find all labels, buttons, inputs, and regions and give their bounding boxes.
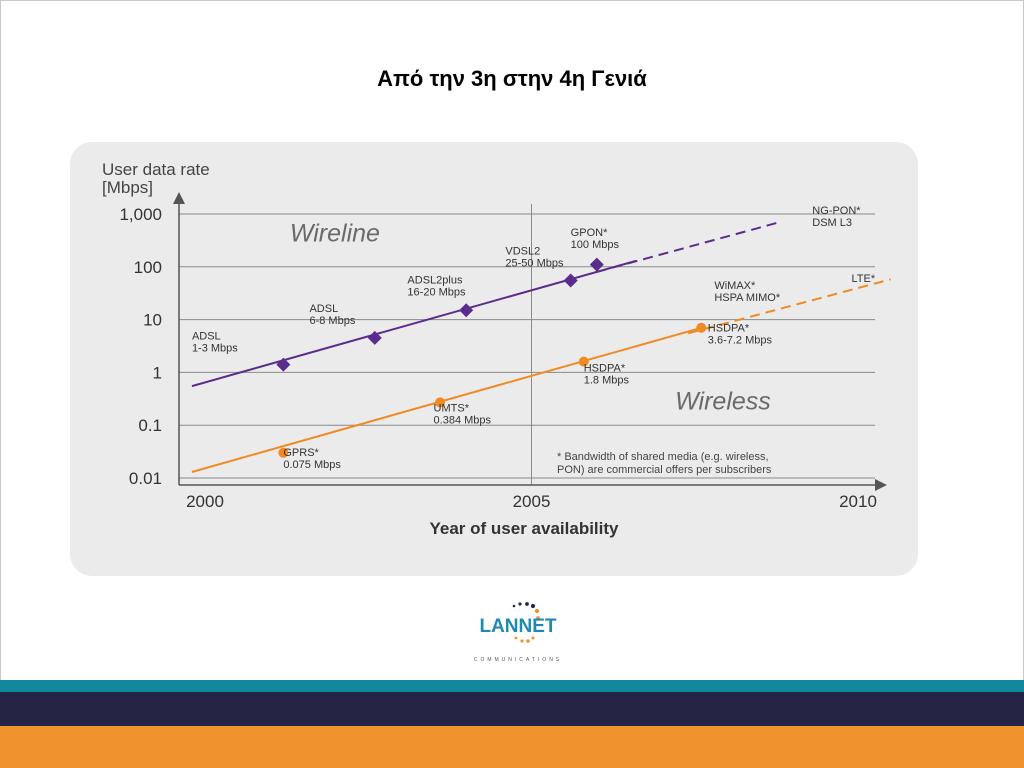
data-point-diamond [276, 357, 291, 372]
chart-panel: User data rate [Mbps] Year of user avail… [70, 142, 918, 576]
point-label-rate: 1-3 Mbps [192, 342, 238, 354]
point-label-rate: 3.6-7.2 Mbps [708, 334, 773, 346]
point-label-rate: 16-20 Mbps [407, 287, 466, 299]
point-label-rate: 0.075 Mbps [283, 459, 341, 471]
data-point-circle [696, 322, 707, 333]
data-point-diamond [459, 303, 474, 318]
y-tick-label: 1 [153, 363, 162, 382]
series-line-dashed [687, 278, 891, 335]
footer-band-orange [0, 726, 1024, 768]
point-label-name: VDSL2 [505, 246, 540, 258]
point-label-name: UMTS* [434, 403, 470, 415]
x-tick-label: 2000 [186, 492, 224, 511]
series-line-solid [191, 259, 637, 388]
y-tick-label: 10 [143, 311, 162, 330]
y-tick-label: 1,000 [119, 205, 162, 224]
y-tick-label: 0.01 [129, 469, 162, 488]
point-label-rate: HSPA MIMO* [714, 292, 781, 304]
data-rate-chart: User data rate [Mbps] Year of user avail… [70, 142, 918, 576]
y-tick-label: 100 [134, 258, 162, 277]
x-tick-label: 2005 [513, 492, 551, 511]
point-label-name: LTE* [851, 273, 875, 285]
lannet-logo: LANNET COMMUNICATIONS [454, 600, 584, 670]
data-point-circle [578, 356, 589, 367]
point-label-name: GPRS* [283, 447, 319, 459]
data-point-diamond [589, 257, 604, 272]
point-label-name: HSDPA* [708, 322, 750, 334]
region-label-wireline: Wireline [290, 220, 380, 248]
point-label-name: HSDPA* [584, 362, 626, 374]
point-label-rate: 1.8 Mbps [584, 374, 630, 386]
x-axis-arrow-icon [875, 479, 887, 491]
x-axis-label: Year of user availability [430, 519, 620, 538]
chart-background [70, 142, 918, 576]
point-label-rate: DSM L3 [812, 217, 852, 229]
lannet-logo-graphic: LANNET COMMUNICATIONS [474, 602, 562, 663]
logo-tagline: COMMUNICATIONS [474, 657, 562, 663]
data-point-diamond [367, 330, 382, 345]
point-label-name: ADSL2plus [407, 275, 463, 287]
point-label-name: ADSL [192, 330, 221, 342]
point-label-name: WiMAX* [714, 280, 756, 292]
x-tick-label: 2010 [839, 492, 877, 511]
data-point-diamond [563, 273, 578, 288]
region-label-wireless: Wireless [675, 387, 771, 415]
point-label-name: GPON* [571, 227, 608, 239]
y-axis-arrow-icon [173, 192, 185, 204]
footnote-line1: * Bandwidth of shared media (e.g. wirele… [557, 451, 769, 463]
footer-band-teal [0, 680, 1024, 692]
y-axis-label-line1: User data rate [102, 160, 210, 179]
y-tick-label: 0.1 [138, 416, 162, 435]
point-label-name: NG-PON* [812, 205, 861, 217]
point-label-rate: 6-8 Mbps [309, 315, 355, 327]
footnote-line2: PON) are commercial offers per subscribe… [557, 464, 772, 476]
data-point-circle [278, 447, 289, 458]
data-point-circle [435, 397, 446, 408]
point-label-name: ADSL [309, 303, 338, 315]
point-label-rate: 100 Mbps [571, 239, 620, 251]
series-line-solid [191, 326, 702, 473]
y-axis-label-line2: [Mbps] [102, 178, 153, 197]
point-label-rate: 0.384 Mbps [434, 415, 492, 427]
point-label-rate: 25-50 Mbps [505, 258, 564, 270]
slide-title: Από την 3η στην 4η Γενιά [377, 66, 647, 91]
logo-wordmark: LANNET [479, 616, 556, 637]
footer-band-navy [0, 692, 1024, 726]
